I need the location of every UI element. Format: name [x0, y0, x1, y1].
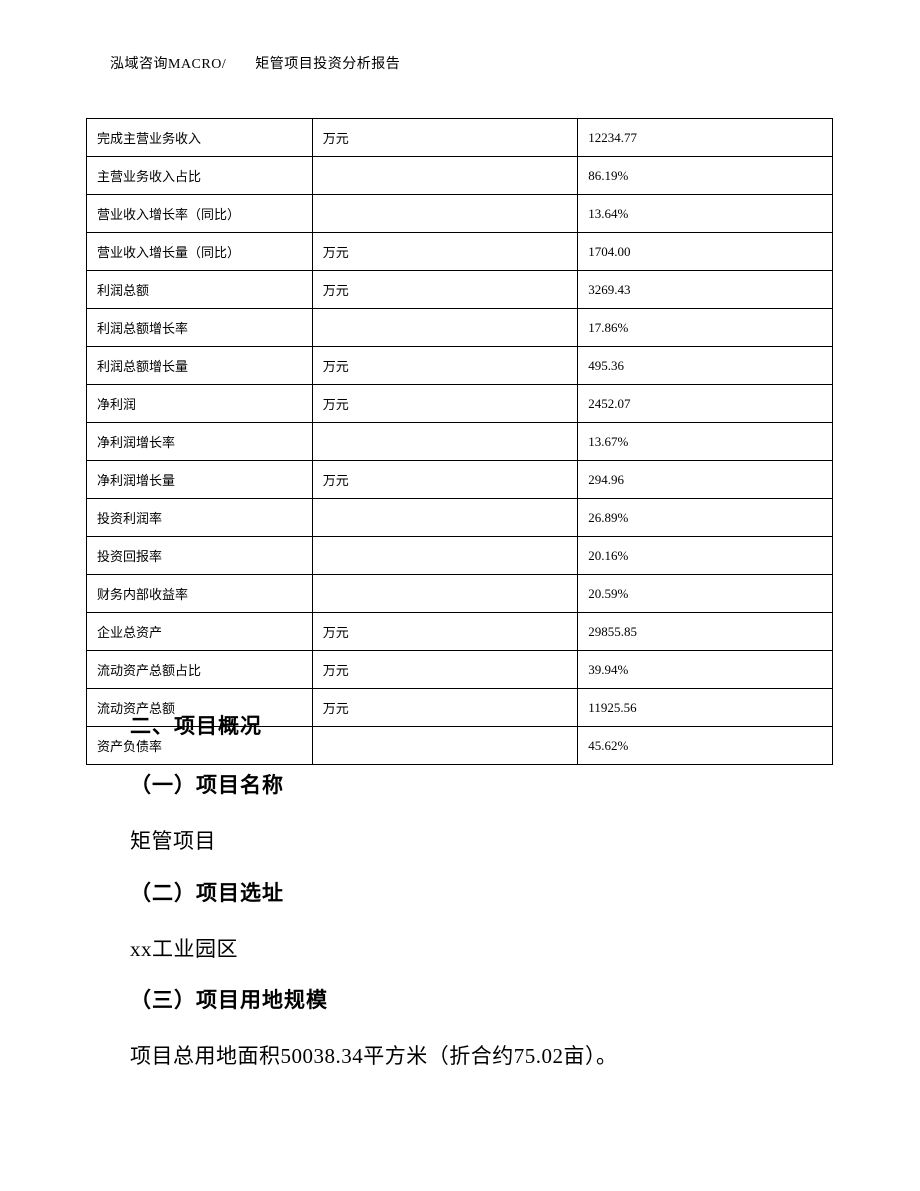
section-heading-main: 二、项目概况 [130, 710, 790, 740]
financial-table: 完成主营业务收入 万元 12234.77 主营业务收入占比 86.19% 营业收… [86, 118, 833, 765]
cell-unit [312, 157, 578, 195]
table-row: 利润总额增长量 万元 495.36 [87, 347, 833, 385]
cell-unit [312, 309, 578, 347]
section-heading-sub3: （三）项目用地规模 [130, 984, 790, 1014]
cell-indicator: 企业总资产 [87, 613, 313, 651]
cell-value: 13.64% [578, 195, 833, 233]
table-row: 利润总额增长率 17.86% [87, 309, 833, 347]
table-row: 营业收入增长率（同比） 13.64% [87, 195, 833, 233]
page-header: 泓域咨询MACRO/ 矩管项目投资分析报告 [110, 53, 400, 73]
cell-indicator: 营业收入增长率（同比） [87, 195, 313, 233]
cell-indicator: 营业收入增长量（同比） [87, 233, 313, 271]
cell-indicator: 净利润 [87, 385, 313, 423]
table-row: 净利润 万元 2452.07 [87, 385, 833, 423]
cell-value: 86.19% [578, 157, 833, 195]
cell-unit [312, 195, 578, 233]
section-heading-sub2: （二）项目选址 [130, 877, 790, 907]
cell-unit [312, 537, 578, 575]
table-row: 主营业务收入占比 86.19% [87, 157, 833, 195]
section-text-sub2: xx工业园区 [130, 933, 790, 967]
cell-unit: 万元 [312, 385, 578, 423]
table-row: 流动资产总额占比 万元 39.94% [87, 651, 833, 689]
cell-value: 3269.43 [578, 271, 833, 309]
cell-indicator: 财务内部收益率 [87, 575, 313, 613]
cell-indicator: 净利润增长率 [87, 423, 313, 461]
cell-unit [312, 423, 578, 461]
cell-unit [312, 499, 578, 537]
cell-unit: 万元 [312, 233, 578, 271]
data-table-container: 完成主营业务收入 万元 12234.77 主营业务收入占比 86.19% 营业收… [86, 118, 833, 765]
cell-value: 20.16% [578, 537, 833, 575]
cell-value: 1704.00 [578, 233, 833, 271]
content-section: 二、项目概况 （一）项目名称 矩管项目 （二）项目选址 xx工业园区 （三）项目… [130, 710, 790, 1092]
table-row: 营业收入增长量（同比） 万元 1704.00 [87, 233, 833, 271]
cell-unit [312, 575, 578, 613]
cell-indicator: 完成主营业务收入 [87, 119, 313, 157]
cell-value: 12234.77 [578, 119, 833, 157]
cell-unit: 万元 [312, 461, 578, 499]
cell-value: 29855.85 [578, 613, 833, 651]
cell-indicator: 利润总额增长量 [87, 347, 313, 385]
cell-indicator: 净利润增长量 [87, 461, 313, 499]
cell-indicator: 利润总额增长率 [87, 309, 313, 347]
table-row: 净利润增长量 万元 294.96 [87, 461, 833, 499]
section-text-sub3: 项目总用地面积50038.34平方米（折合约75.02亩）。 [130, 1040, 790, 1074]
cell-value: 26.89% [578, 499, 833, 537]
section-text-sub1: 矩管项目 [130, 825, 790, 859]
cell-indicator: 利润总额 [87, 271, 313, 309]
cell-unit: 万元 [312, 651, 578, 689]
cell-indicator: 投资回报率 [87, 537, 313, 575]
cell-unit: 万元 [312, 613, 578, 651]
cell-value: 39.94% [578, 651, 833, 689]
table-row: 企业总资产 万元 29855.85 [87, 613, 833, 651]
cell-unit: 万元 [312, 119, 578, 157]
cell-value: 13.67% [578, 423, 833, 461]
cell-value: 294.96 [578, 461, 833, 499]
cell-indicator: 流动资产总额占比 [87, 651, 313, 689]
cell-indicator: 投资利润率 [87, 499, 313, 537]
table-row: 投资利润率 26.89% [87, 499, 833, 537]
cell-value: 20.59% [578, 575, 833, 613]
table-row: 财务内部收益率 20.59% [87, 575, 833, 613]
table-row: 净利润增长率 13.67% [87, 423, 833, 461]
cell-value: 495.36 [578, 347, 833, 385]
header-text: 泓域咨询MACRO/ 矩管项目投资分析报告 [110, 57, 400, 72]
table-body: 完成主营业务收入 万元 12234.77 主营业务收入占比 86.19% 营业收… [87, 119, 833, 765]
table-row: 完成主营业务收入 万元 12234.77 [87, 119, 833, 157]
section-heading-sub1: （一）项目名称 [130, 769, 790, 799]
cell-value: 17.86% [578, 309, 833, 347]
cell-value: 2452.07 [578, 385, 833, 423]
cell-indicator: 主营业务收入占比 [87, 157, 313, 195]
cell-unit: 万元 [312, 271, 578, 309]
cell-unit: 万元 [312, 347, 578, 385]
table-row: 投资回报率 20.16% [87, 537, 833, 575]
table-row: 利润总额 万元 3269.43 [87, 271, 833, 309]
